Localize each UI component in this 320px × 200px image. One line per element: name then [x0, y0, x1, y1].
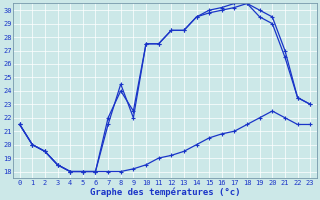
X-axis label: Graphe des températures (°c): Graphe des températures (°c) — [90, 187, 240, 197]
